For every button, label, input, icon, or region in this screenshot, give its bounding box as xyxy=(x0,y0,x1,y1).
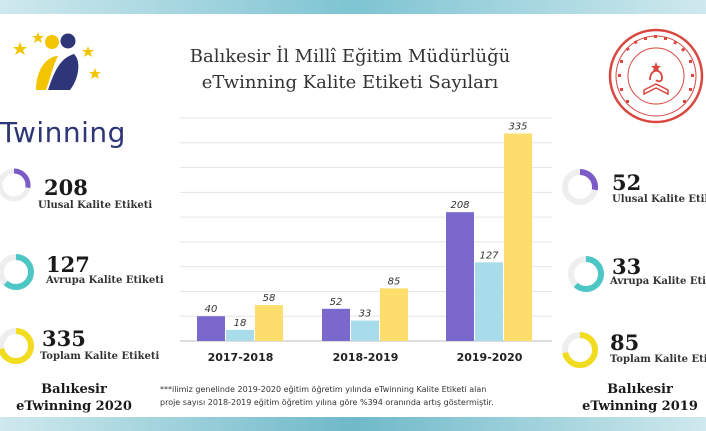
bar-value-label: 85 xyxy=(388,276,401,287)
bar xyxy=(380,288,408,341)
bar-value-label: 127 xyxy=(479,250,499,261)
stat-value: 208 xyxy=(44,175,88,200)
donut-ring-icon xyxy=(0,328,34,364)
donut-ring-icon xyxy=(0,168,31,202)
bar xyxy=(475,262,503,341)
footnote: ***ilimiz genelinde 2019-2020 eğitim öğr… xyxy=(160,383,560,409)
stat-value: 52 xyxy=(612,170,642,195)
etwinning-logo: Twinning xyxy=(0,28,150,149)
title-line-2: eTwinning Kalite Etiketi Sayıları xyxy=(201,72,499,93)
meb-seal-logo xyxy=(606,24,706,128)
footnote-line-1: ***ilimiz genelinde 2019-2020 eğitim öğr… xyxy=(160,385,487,394)
bar xyxy=(226,329,254,341)
donut-ring-fill xyxy=(0,328,34,364)
bar-value-label: 18 xyxy=(234,318,247,329)
bar-value-label: 208 xyxy=(450,200,469,211)
donut-ring-fill xyxy=(0,168,31,202)
bar-value-label: 33 xyxy=(359,309,372,320)
stat-value: 85 xyxy=(610,330,640,355)
stat-label: Avrupa Kalite Etiketi xyxy=(610,276,706,287)
stat-label: Ulusal Kalite Etiketi xyxy=(38,200,153,211)
category-label: 2018-2019 xyxy=(333,351,399,364)
top-decor-bar xyxy=(0,0,706,14)
bar xyxy=(255,305,283,341)
stat-value: 335 xyxy=(42,326,86,351)
bar xyxy=(504,133,532,341)
bar-value-label: 335 xyxy=(508,121,527,132)
page-title: Balıkesir İl Millî Eğitim Müdürlüğü eTwi… xyxy=(150,44,550,96)
bottom-decor-bar xyxy=(0,417,706,431)
bar xyxy=(446,212,474,341)
donut-ring-fill xyxy=(562,332,598,368)
bar-value-label: 40 xyxy=(205,304,218,315)
stat-value: 127 xyxy=(46,252,90,277)
donut-ring-fill xyxy=(568,256,604,292)
donut-ring-icon xyxy=(568,256,604,292)
caption-line-1: Balıkesir xyxy=(607,382,673,397)
bar xyxy=(197,316,225,341)
stat-label: Ulusal Kalite Etiketi xyxy=(612,194,706,205)
stat-label: Toplam Kalite Etiketi xyxy=(610,354,706,365)
left-caption: Balıkesir eTwinning 2020 xyxy=(4,381,144,415)
donut-ring-fill xyxy=(562,169,598,205)
footnote-line-2: proje sayısı 2018-2019 eğitim öğretim yı… xyxy=(160,398,494,407)
bar-value-label: 52 xyxy=(330,297,343,308)
bar-value-label: 58 xyxy=(263,293,276,304)
title-line-1: Balıkesir İl Millî Eğitim Müdürlüğü xyxy=(189,46,511,67)
donut-ring-icon xyxy=(0,254,34,290)
bar xyxy=(351,320,379,341)
donut-ring-fill xyxy=(0,254,34,290)
caption-line-1: Balıkesir xyxy=(41,382,107,397)
right-caption: Balıkesir eTwinning 2019 xyxy=(574,381,706,415)
stat-label: Avrupa Kalite Etiketi xyxy=(46,275,164,286)
etwinning-figures-icon xyxy=(13,32,101,90)
stat-label: Toplam Kalite Etiketi xyxy=(40,351,160,362)
caption-line-2: eTwinning 2020 xyxy=(16,399,132,414)
donut-ring-icon xyxy=(562,169,598,205)
etwinning-wordmark: Twinning xyxy=(0,116,126,149)
meb-seal-icon xyxy=(608,28,704,124)
donut-ring-icon xyxy=(562,332,598,368)
chart-bars xyxy=(197,133,532,341)
category-label: 2017-2018 xyxy=(208,351,274,364)
caption-line-2: eTwinning 2019 xyxy=(582,399,698,414)
category-label: 2019-2020 xyxy=(457,351,523,364)
chart-data-labels: 40 18 58 52 33 85 208 127 335 xyxy=(205,121,528,328)
bar xyxy=(322,308,350,341)
stat-value: 33 xyxy=(612,254,642,279)
chart-category-labels: 2017-2018 2018-2019 2019-2020 xyxy=(208,351,523,364)
